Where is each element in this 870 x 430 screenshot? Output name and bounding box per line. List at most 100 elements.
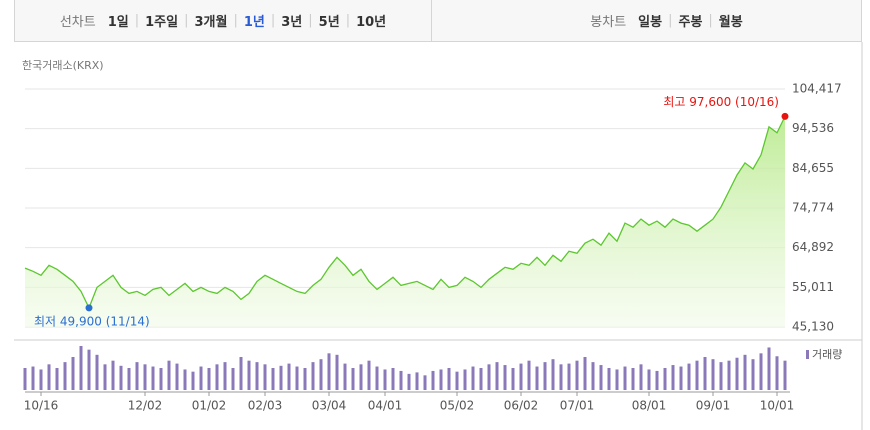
tab[interactable]: 주봉 [678,15,703,30]
volume-bar [63,362,67,390]
tab-bar: 선차트 1일 | 1주일 | 3개월 | 1년 | 3년 | 5년 | 10년 봉차트 일봉 | 주봉 | 월봉 [14,0,862,42]
volume-bar [647,369,651,390]
volume-bar [359,364,363,390]
candle-chart-tabs: 봉차트 일봉 | 주봉 | 월봉 [432,0,861,41]
volume-bar [671,365,675,390]
volume-bar [751,359,755,390]
tab[interactable]: 월봉 [718,15,743,30]
volume-bar [111,360,115,390]
area [25,116,785,328]
volume-bar [175,363,179,390]
volume-bar [631,368,635,390]
high-label: 최고 97,600 (10/16) [663,95,779,109]
y-tick-label: 45,130 [792,320,834,334]
volume-bar [79,346,83,390]
volume-bar [335,354,339,390]
y-tick-label: 94,536 [792,121,834,135]
source: 한국거래소(KRX) [22,59,104,72]
volume-bar [239,357,243,390]
volume-bar [543,362,547,390]
volume-bar [487,364,491,390]
volume-bar [71,357,75,390]
separator: | [270,13,276,28]
x-tick-label: 06/02 [504,399,539,413]
tab[interactable]: 5년 [318,15,340,30]
volume-bar [463,369,467,390]
volume-bar [95,354,99,390]
separator: | [345,13,351,28]
volume-bar [455,371,459,390]
tab[interactable]: 3개월 [194,15,228,30]
volume-bar [719,362,723,390]
volume-bar [39,369,43,390]
volume-bar [711,359,715,390]
volume-bar [527,360,531,390]
volume-bar [167,360,171,390]
x-tick-label: 08/01 [632,399,667,413]
volume-bar [655,370,659,390]
volume-bar [87,349,91,390]
volume-bar [743,354,747,390]
volume-bar [383,369,387,390]
volume-bar [271,368,275,390]
x-tick-label: 03/04 [312,399,347,413]
legend-swatch [806,350,809,359]
tab[interactable]: 1년 [243,15,265,30]
volume-bar [551,359,555,390]
volume-bar [207,368,211,390]
tab[interactable]: 일봉 [638,15,663,30]
volume-bar [599,365,603,390]
legend-label: 거래량 [812,348,842,361]
separator: | [184,13,189,28]
volume-bar [231,368,235,390]
separator: | [233,13,238,28]
volume-bar [727,360,731,390]
volume-bar [31,366,35,390]
volume-bar [639,364,643,390]
x-tick-label: 02/03 [248,399,283,413]
tab[interactable]: 10년 [356,15,387,30]
volume-bar [415,372,419,390]
volume-bar [127,368,131,390]
x-tick-label: 05/02 [440,399,475,413]
volume-bar [423,375,427,390]
volume-bar [783,360,787,390]
volume-bar [191,371,195,390]
volume-bar [479,368,483,390]
volume-bar [471,366,475,390]
volume-bar [391,368,395,390]
x-tick-label: 12/02 [128,399,163,413]
separator: | [708,13,713,28]
volume-bar [407,373,411,390]
volume-bar [375,366,379,390]
tab[interactable]: 3년 [281,15,303,30]
volume-bar [327,353,331,390]
y-tick-label: 104,417 [792,82,842,96]
volume-bar [23,368,27,390]
separator: | [134,13,140,28]
volume-bar [575,360,579,390]
volume-bar [687,363,691,390]
volume-bar [343,363,347,390]
volume-bar [103,364,107,390]
volume-bar [439,369,443,390]
low-label: 최저 49,900 (11/14) [34,314,150,328]
volume-bar [295,366,299,390]
low-marker [85,304,93,312]
volume-bar [199,366,203,390]
separator: | [308,13,313,28]
tab[interactable]: 1일 [107,15,129,30]
tab-group-label: 선차트 [59,15,96,30]
volume-bar [215,364,219,390]
high-marker [781,112,789,120]
volume-bar [319,359,323,390]
volume-bar [303,368,307,390]
volume-bar [247,360,251,390]
volume-bar [55,368,59,390]
volume-bar [703,357,707,390]
tab[interactable]: 1주일 [145,15,179,30]
volume-bar [135,362,139,390]
volume-bar [279,365,283,390]
x-tick-label: 07/01 [560,399,595,413]
